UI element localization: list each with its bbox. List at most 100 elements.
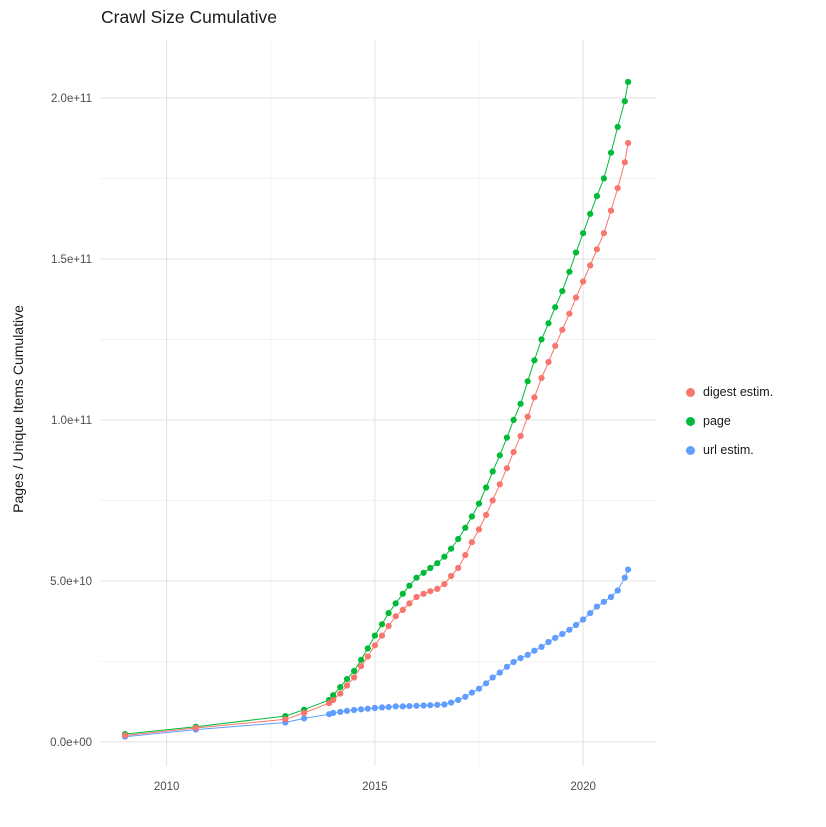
legend: digest estim. page url estim. — [686, 383, 773, 459]
data-point — [607, 593, 615, 601]
data-point — [330, 692, 337, 699]
data-point — [392, 703, 399, 710]
data-point — [510, 416, 517, 423]
data-point — [496, 452, 503, 459]
data-point — [483, 680, 490, 687]
data-point — [545, 358, 552, 366]
data-point — [420, 702, 427, 709]
data-point — [545, 638, 552, 646]
data-point — [621, 574, 628, 581]
data-point — [441, 581, 448, 588]
data-point — [301, 709, 308, 717]
y-tick-label: 1.5e+11 — [51, 254, 92, 266]
data-point — [399, 703, 406, 710]
legend-item-url-estim: url estim. — [686, 441, 773, 459]
data-point — [475, 500, 483, 507]
data-point — [385, 610, 392, 617]
data-point — [427, 588, 434, 595]
data-point — [625, 139, 632, 147]
data-point — [600, 230, 608, 237]
data-point — [351, 706, 358, 714]
data-point — [524, 651, 531, 659]
data-point — [510, 449, 517, 456]
data-point — [531, 647, 538, 654]
data-point — [524, 413, 531, 420]
data-point — [364, 705, 371, 712]
data-point — [301, 715, 308, 722]
data-point — [566, 626, 573, 633]
data-point — [378, 621, 386, 628]
data-point — [552, 634, 559, 642]
x-tick-label: 2015 — [362, 781, 388, 793]
data-point — [496, 669, 503, 676]
x-tick-label: 2010 — [154, 781, 180, 793]
data-point — [462, 693, 469, 700]
data-point — [343, 682, 351, 689]
data-point — [600, 598, 608, 605]
data-point — [406, 600, 413, 607]
data-point — [538, 374, 545, 382]
data-point — [566, 310, 573, 317]
data-point — [448, 572, 455, 580]
series-line-url-estim- — [124, 569, 629, 738]
data-point — [378, 704, 386, 711]
data-point — [572, 294, 580, 301]
legend-label: url estim. — [703, 443, 754, 457]
data-point — [413, 574, 420, 581]
legend-dot-digest-icon — [686, 387, 695, 397]
data-point — [503, 663, 510, 670]
data-point — [607, 207, 615, 214]
data-point — [587, 262, 594, 269]
data-point — [625, 78, 632, 85]
data-point — [593, 603, 601, 610]
data-point — [531, 357, 538, 364]
data-point — [587, 610, 594, 617]
data-point — [406, 703, 413, 710]
data-point — [455, 564, 462, 572]
data-point — [385, 622, 392, 630]
data-point — [587, 210, 594, 217]
data-point — [559, 288, 566, 295]
data-point — [517, 432, 524, 440]
data-point — [483, 511, 490, 518]
data-point — [358, 706, 365, 713]
data-point — [337, 690, 344, 697]
y-tick-label: 5.0e+10 — [50, 576, 92, 588]
data-point — [455, 696, 462, 704]
data-point — [399, 590, 406, 597]
data-point — [593, 193, 601, 200]
data-point — [343, 707, 351, 715]
y-tick-label: 0.0e+00 — [50, 737, 92, 749]
data-point — [468, 689, 475, 696]
data-point — [621, 98, 628, 105]
data-point — [420, 590, 427, 597]
data-point — [559, 630, 566, 638]
data-point — [399, 606, 406, 614]
data-point — [614, 587, 621, 594]
data-point — [406, 582, 413, 589]
data-point — [385, 704, 392, 711]
data-point — [434, 585, 441, 593]
data-point — [282, 716, 289, 723]
data-point — [427, 702, 434, 709]
legend-dot-page-icon — [686, 416, 695, 426]
data-point — [572, 621, 580, 629]
data-point — [580, 230, 587, 237]
data-point — [496, 481, 503, 488]
x-tick-label: 2020 — [570, 781, 596, 793]
data-point — [621, 159, 628, 166]
data-point — [468, 513, 475, 520]
data-point — [614, 185, 621, 192]
data-point — [607, 149, 615, 156]
data-point — [483, 484, 490, 491]
data-point — [121, 732, 129, 739]
data-point — [378, 632, 386, 639]
data-point — [538, 336, 545, 343]
chart-title: Crawl Size Cumulative — [101, 7, 278, 27]
data-point — [475, 526, 483, 533]
legend-label: digest estim. — [703, 385, 774, 399]
data-point — [600, 175, 608, 182]
data-point — [559, 326, 566, 333]
data-point — [580, 278, 587, 285]
